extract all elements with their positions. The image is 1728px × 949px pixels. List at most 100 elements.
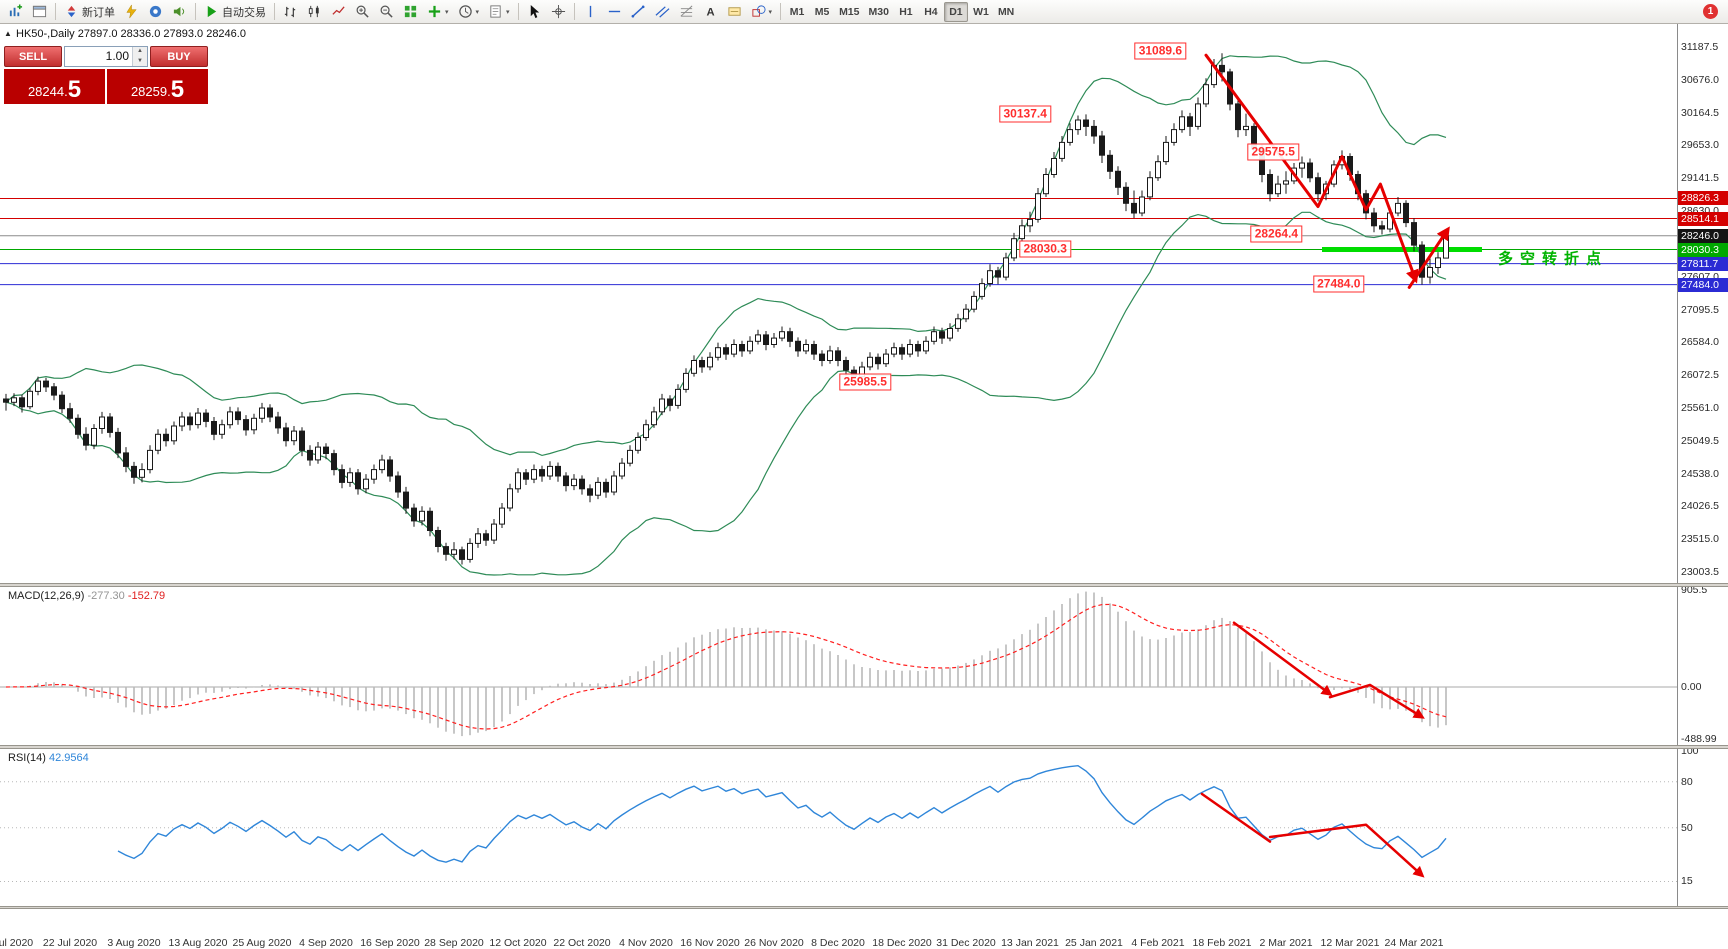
turning-point-annotation[interactable]: 多空转折点: [1498, 250, 1609, 268]
trend-arrow[interactable]: [1204, 53, 1419, 284]
price-callout-label[interactable]: 25985.5: [839, 373, 891, 391]
trend-arrow[interactable]: [1232, 621, 1333, 697]
price-callout-label[interactable]: 30137.4: [999, 105, 1051, 123]
price-callout-label[interactable]: 27484.0: [1313, 275, 1365, 293]
date-axis-label: 4 Nov 2020: [619, 937, 673, 949]
timeframe-button-m1[interactable]: M1: [785, 2, 809, 22]
new-order-button[interactable]: 新订单: [60, 2, 119, 22]
candle: [667, 398, 673, 406]
bid-price[interactable]: 28244. 5: [4, 69, 105, 104]
candle: [603, 481, 609, 493]
volume-stepper[interactable]: 1.00 ▲ ▼: [64, 46, 148, 67]
candle: [763, 334, 769, 345]
cursor-icon[interactable]: [523, 2, 546, 22]
channel-icon[interactable]: [651, 2, 674, 22]
bar-chart-icon[interactable]: [279, 2, 302, 22]
candle: [795, 340, 801, 352]
ask-price[interactable]: 28259. 5: [107, 69, 208, 104]
trend-arrow[interactable]: [1407, 226, 1450, 289]
timeframe-button-m15[interactable]: M15: [835, 2, 863, 22]
price-callout-label[interactable]: 28264.4: [1250, 225, 1303, 243]
trend-arrow[interactable]: [1328, 683, 1425, 719]
periods-icon[interactable]: ▾: [454, 2, 484, 22]
trend-arrow[interactable]: [1268, 823, 1425, 878]
rsi-line: [117, 764, 1447, 863]
price-axis-tick: 23003.5: [1681, 566, 1719, 579]
level-price-tag: 28826.3: [1678, 191, 1728, 206]
timeframe-button-mn[interactable]: MN: [994, 2, 1018, 22]
chart-ohlc-header: HK50-,Daily 27897.0 28336.0 27893.0 2824…: [16, 28, 246, 40]
buy-button[interactable]: BUY: [150, 46, 208, 67]
auto-trading-button[interactable]: 自动交易: [200, 2, 270, 22]
indicators-icon[interactable]: ▾: [423, 2, 453, 22]
notification-badge[interactable]: 1: [1703, 4, 1718, 19]
tile-windows-icon: [403, 4, 418, 19]
candle: [435, 530, 441, 547]
timeframe-button-m5[interactable]: M5: [810, 2, 834, 22]
candle: [1011, 238, 1017, 259]
toolbar: 新订单 自动交易 ▾ ▾ ▾ A ▾ M1 M5 M15 M30 H1 H4 D1 W1 MN 1: [0, 0, 1728, 24]
chart-profiles-icon[interactable]: [28, 2, 51, 22]
candle: [907, 344, 913, 355]
shapes-icon[interactable]: ▾: [747, 2, 777, 22]
candle: [1395, 202, 1401, 214]
support-zone-bar[interactable]: [1322, 247, 1482, 252]
date-axis-label: 25 Jan 2021: [1065, 937, 1123, 949]
zoom-in-icon: [355, 4, 370, 19]
sell-button[interactable]: SELL: [4, 46, 62, 67]
panel-splitter[interactable]: [0, 745, 1728, 749]
volume-value[interactable]: 1.00: [105, 49, 129, 63]
trendline-icon: [631, 4, 646, 19]
panel-splitter[interactable]: [0, 583, 1728, 587]
timeframe-button-w1[interactable]: W1: [969, 2, 993, 22]
history-center-icon[interactable]: [120, 2, 143, 22]
templates-icon[interactable]: ▾: [484, 2, 514, 22]
candle: [371, 469, 377, 480]
candlestick-chart-icon: [307, 4, 322, 19]
new-chart-icon[interactable]: [4, 2, 27, 22]
candle: [227, 411, 233, 426]
candle: [723, 347, 729, 355]
zoom-in-icon[interactable]: [351, 2, 374, 22]
level-price-tag: 27484.0: [1678, 277, 1728, 292]
fibonacci-icon[interactable]: [675, 2, 698, 22]
date-axis-label: 8 Dec 2020: [811, 937, 865, 949]
volume-down-icon[interactable]: ▼: [133, 56, 147, 66]
one-click-collapse-icon[interactable]: ▲: [4, 29, 12, 38]
candle: [155, 433, 161, 451]
trend-arrow[interactable]: [1200, 792, 1272, 843]
vertical-line-icon[interactable]: [579, 2, 602, 22]
price-callout-label[interactable]: 29575.5: [1247, 143, 1299, 161]
panel-splitter[interactable]: [0, 906, 1728, 909]
candle: [179, 416, 185, 427]
indicators-icon: [427, 4, 442, 19]
candle: [499, 507, 505, 525]
candle: [339, 469, 345, 483]
timeframe-button-h1[interactable]: H1: [894, 2, 918, 22]
timeframe-button-h4[interactable]: H4: [919, 2, 943, 22]
macd-signal-value: -152.79: [127, 590, 166, 602]
toolbar-separator: [55, 3, 56, 20]
candle: [299, 430, 305, 451]
timeframe-button-m30[interactable]: M30: [865, 2, 893, 22]
text-icon[interactable]: A: [699, 2, 722, 22]
cursor-icon: [527, 4, 542, 19]
trendline-icon[interactable]: [627, 2, 650, 22]
macd-main-value: -277.30: [87, 590, 125, 602]
price-callout-label[interactable]: 28030.3: [1019, 240, 1071, 258]
zoom-out-icon[interactable]: [375, 2, 398, 22]
alerts-icon[interactable]: [168, 2, 191, 22]
price-callout-label[interactable]: 31089.6: [1134, 42, 1187, 60]
line-chart-icon[interactable]: [327, 2, 350, 22]
candle: [819, 353, 825, 362]
candle: [643, 424, 649, 439]
price-chart-canvas[interactable]: [0, 24, 1728, 943]
candlestick-chart-icon[interactable]: [303, 2, 326, 22]
volume-up-icon[interactable]: ▲: [133, 47, 147, 57]
text-label-icon[interactable]: [723, 2, 746, 22]
community-icon[interactable]: [144, 2, 167, 22]
tile-windows-icon[interactable]: [399, 2, 422, 22]
horizontal-line-icon[interactable]: [603, 2, 626, 22]
crosshair-icon[interactable]: [547, 2, 570, 22]
timeframe-button-d1[interactable]: D1: [943, 1, 968, 22]
